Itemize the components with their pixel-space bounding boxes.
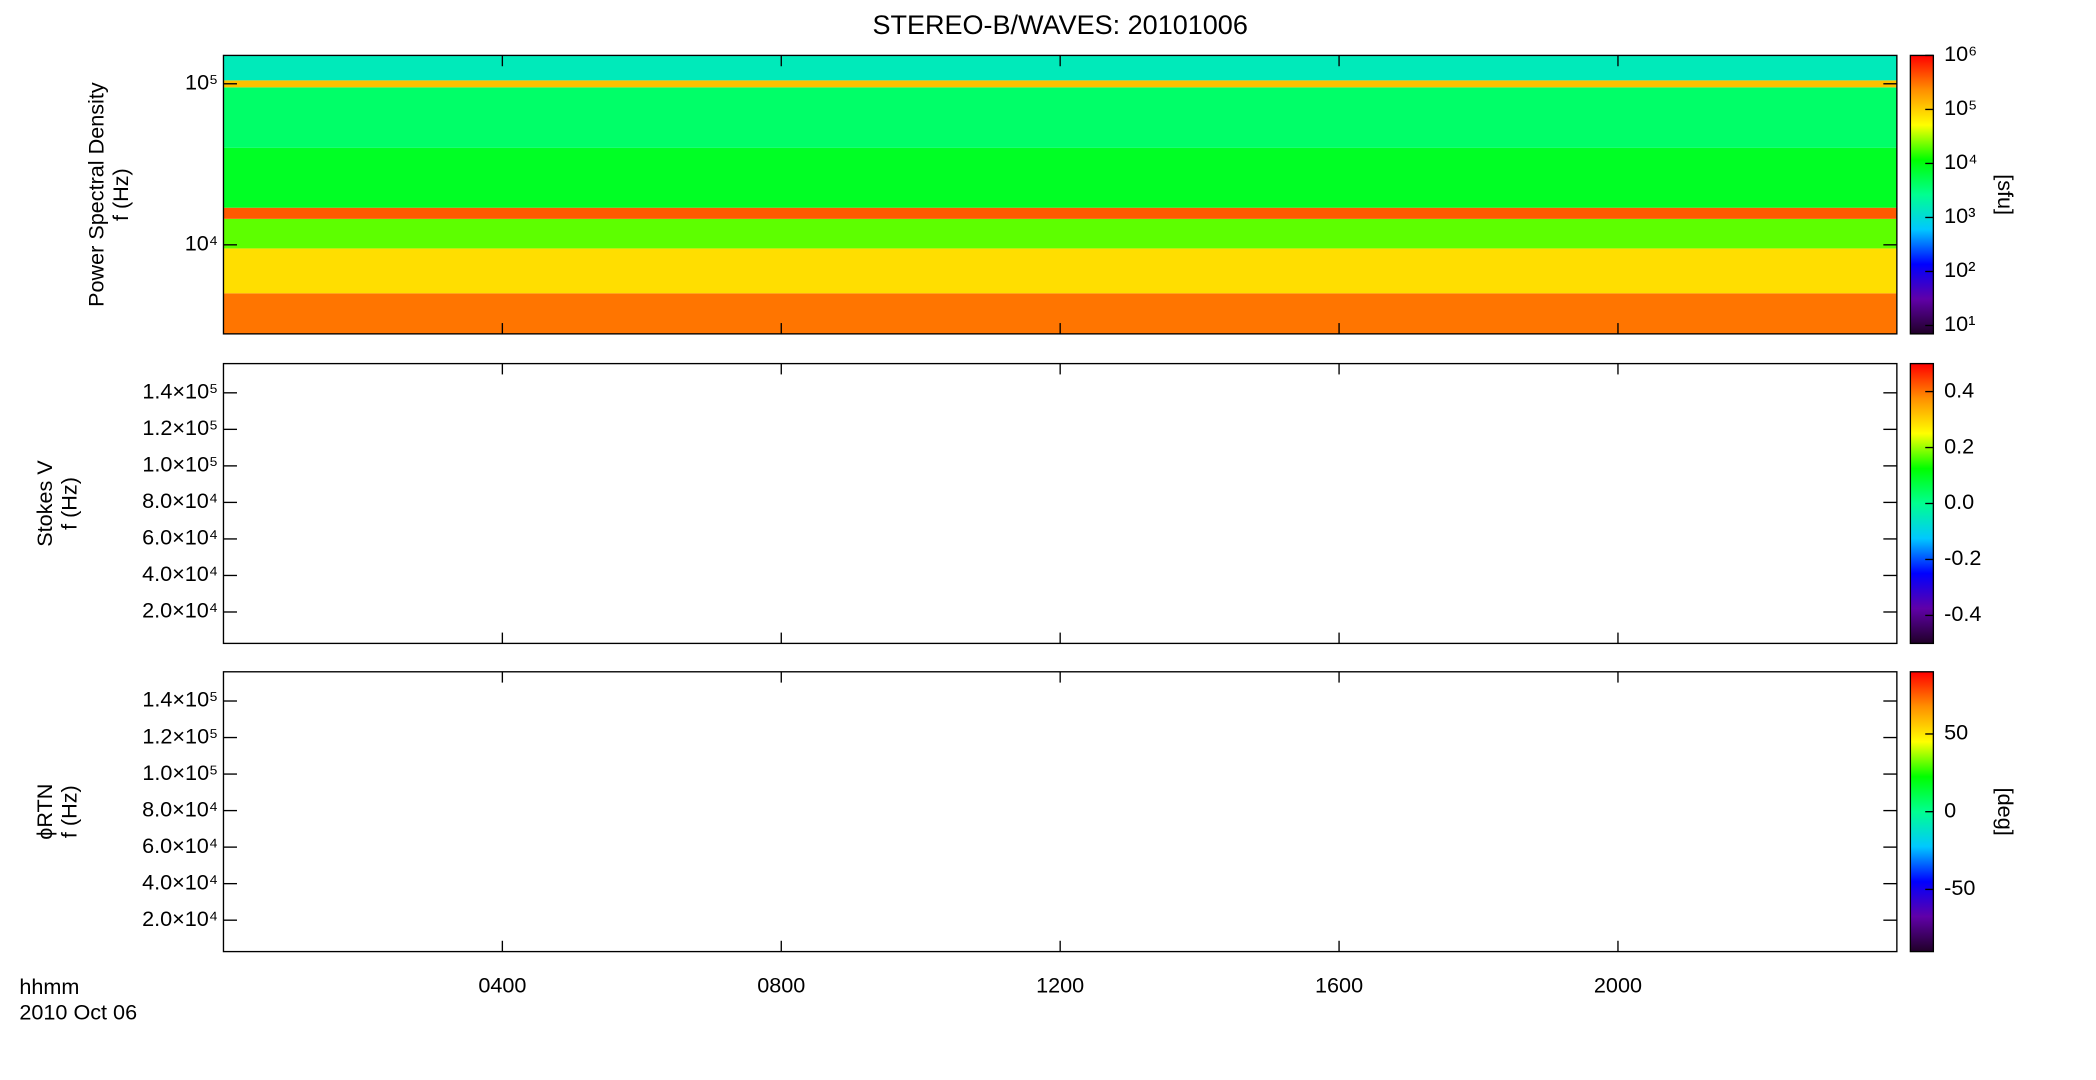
time-unit-label: hhmm bbox=[19, 974, 79, 999]
y-axis-label: ϕRTN bbox=[32, 784, 57, 840]
colorbar-tick-label: 10¹ bbox=[1944, 311, 1975, 336]
y-tick-label: 1.2×10⁵ bbox=[142, 723, 218, 748]
colorbar-tick-label: -0.2 bbox=[1944, 545, 1981, 570]
colorbar-tick-label: -0.4 bbox=[1944, 601, 1981, 626]
x-tick-label: 1600 bbox=[1315, 972, 1363, 997]
colorbar bbox=[1909, 54, 1935, 335]
x-tick-label: 2000 bbox=[1594, 972, 1642, 997]
x-tick-label: 1200 bbox=[1036, 972, 1084, 997]
colorbar-label: [deg] bbox=[1993, 788, 2018, 836]
spectrogram-band bbox=[223, 147, 1897, 208]
colorbar-tick-label: 10³ bbox=[1944, 203, 1975, 228]
y-tick-label: 4.0×10⁴ bbox=[142, 869, 218, 894]
y-tick-label: 2.0×10⁴ bbox=[142, 906, 218, 931]
y-axis-label: f (Hz) bbox=[108, 168, 133, 221]
colorbar-tick-label: -50 bbox=[1944, 875, 1975, 900]
date-label: 2010 Oct 06 bbox=[19, 999, 137, 1024]
y-tick-label: 1.4×10⁵ bbox=[142, 379, 218, 404]
colorbar-tick-label: 0.2 bbox=[1944, 433, 1974, 458]
spectrogram-band bbox=[223, 218, 1897, 249]
y-axis-label: f (Hz) bbox=[56, 785, 81, 838]
y-axis-label: Power Spectral Density bbox=[83, 82, 108, 307]
colorbar-tick-label: 0.0 bbox=[1944, 489, 1974, 514]
y-tick-label: 8.0×10⁴ bbox=[142, 796, 218, 821]
y-tick-label: 6.0×10⁴ bbox=[142, 833, 218, 858]
colorbar-tick-label: 10² bbox=[1944, 257, 1975, 282]
x-tick-label: 0400 bbox=[478, 972, 526, 997]
y-tick-label: 10⁵ bbox=[185, 69, 218, 94]
y-tick-label: 6.0×10⁴ bbox=[142, 525, 218, 550]
plot-frame bbox=[222, 362, 1898, 645]
y-tick-label: 2.0×10⁴ bbox=[142, 598, 218, 623]
y-tick-label: 8.0×10⁴ bbox=[142, 488, 218, 513]
spectrogram-band bbox=[223, 248, 1897, 294]
y-axis-label: Stokes V bbox=[32, 460, 57, 547]
colorbar-tick-label: 0.4 bbox=[1944, 377, 1974, 402]
y-tick-label: 1.0×10⁵ bbox=[142, 760, 218, 785]
spectrogram-band bbox=[223, 207, 1897, 219]
y-tick-label: 1.0×10⁵ bbox=[142, 452, 218, 477]
y-tick-label: 1.4×10⁵ bbox=[142, 687, 218, 712]
colorbar-tick-label: 10⁵ bbox=[1944, 95, 1977, 120]
y-tick-label: 10⁴ bbox=[185, 231, 218, 256]
y-axis-label: f (Hz) bbox=[56, 477, 81, 530]
colorbar-tick-label: 0 bbox=[1944, 797, 1956, 822]
plot-frame bbox=[222, 671, 1898, 953]
x-tick-label: 0800 bbox=[757, 972, 805, 997]
spectrogram-band bbox=[223, 87, 1897, 148]
colorbar-tick-label: 50 bbox=[1944, 720, 1968, 745]
colorbar-label: [sfu] bbox=[1993, 174, 2018, 215]
colorbar-tick-label: 10⁴ bbox=[1944, 149, 1977, 174]
y-tick-label: 4.0×10⁴ bbox=[142, 561, 218, 586]
spectrogram-band bbox=[223, 80, 1897, 88]
colorbar-tick-label: 10⁶ bbox=[1944, 41, 1977, 66]
y-tick-label: 1.2×10⁵ bbox=[142, 415, 218, 440]
figure-title: STEREO-B/WAVES: 20101006 bbox=[872, 10, 1247, 40]
